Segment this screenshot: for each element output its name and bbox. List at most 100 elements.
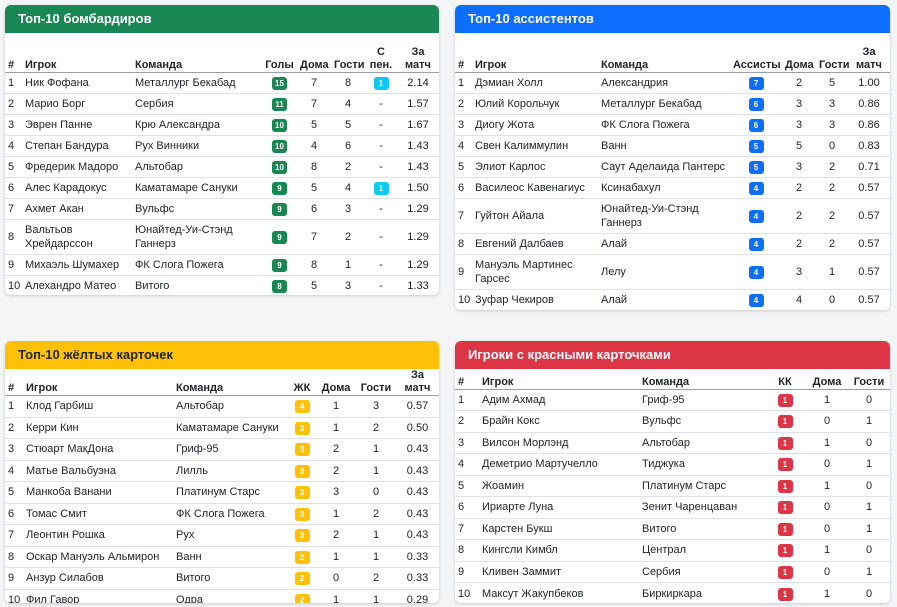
col-player: Игрок bbox=[22, 33, 132, 73]
table-row: 6 Алес Карадокус Каматамаре Сануки 9 5 4 1 1.50 bbox=[5, 177, 439, 199]
pen-cell: - bbox=[365, 135, 397, 157]
table-row: 2 Брайн Кокс Вульфс 1 0 1 bbox=[455, 410, 890, 433]
num-cell: 8 bbox=[455, 233, 472, 255]
home-cell: 2 bbox=[782, 177, 816, 199]
num-cell: 5 bbox=[455, 156, 472, 178]
away-cell: 1 bbox=[848, 410, 890, 433]
away-cell: 1 bbox=[331, 254, 365, 276]
per_match-cell: 0.57 bbox=[848, 254, 890, 290]
goals-badge: 11 bbox=[272, 97, 287, 111]
cards-badge: 1 bbox=[777, 501, 793, 515]
cards-cell: 1 bbox=[764, 389, 806, 411]
home-cell: 5 bbox=[310, 279, 318, 292]
goals-badge: 10 bbox=[272, 139, 287, 153]
team-cell: Юнайтед-Уи-Стэнд Ганнерз bbox=[598, 198, 730, 234]
home-cell: 4 bbox=[297, 135, 331, 157]
away-cell: 2 bbox=[331, 219, 365, 255]
home-cell: 1 bbox=[316, 417, 356, 439]
per_match-cell: 1.29 bbox=[397, 219, 439, 255]
per_match-cell: 0.43 bbox=[396, 481, 439, 504]
player-cell: Василеос Кавенагиус bbox=[472, 177, 598, 199]
cards-cell: 1 bbox=[764, 496, 806, 519]
num-cell: 6 bbox=[455, 496, 479, 519]
team-cell: Платинум Старс bbox=[173, 481, 288, 504]
cards-badge: 1 bbox=[777, 479, 793, 493]
table-row: 10 Алехандро Матео Витого 8 5 3 - 1.33 bbox=[5, 275, 439, 295]
goals-badge: 9 bbox=[272, 202, 287, 216]
num-cell: 5 bbox=[5, 156, 22, 178]
team-cell: Александрия bbox=[598, 72, 730, 94]
away-cell: 1 bbox=[356, 546, 396, 568]
team-cell: Вульфс bbox=[132, 198, 262, 220]
home-cell: 2 bbox=[316, 460, 356, 482]
player-cell: Манкоба Ванани bbox=[23, 481, 173, 504]
away-cell: 0 bbox=[848, 389, 890, 411]
assists-cell: 4 bbox=[730, 233, 782, 255]
top-assists-card: Топ-10 ассистентов # Игрок Команда Ассис… bbox=[455, 5, 890, 310]
away-cell: 5 bbox=[816, 72, 848, 94]
pen-cell: 1 bbox=[365, 72, 397, 94]
home-cell: 5 bbox=[782, 135, 816, 157]
top-assists-table: # Игрок Команда Ассисты Дома Гости За ма… bbox=[455, 33, 890, 310]
team-cell: Крю Александра bbox=[132, 114, 262, 136]
team-cell: Каматамаре Сануки bbox=[173, 417, 288, 439]
cards-cell: 2 bbox=[288, 546, 316, 568]
table-row: 3 Стюарт МакДона Гриф-95 3 2 1 0.43 bbox=[5, 438, 439, 461]
away-cell: 1 bbox=[848, 561, 890, 583]
table-row: 1 Адим Ахмад Гриф-95 1 1 0 bbox=[455, 389, 890, 411]
col-per-match: За матч bbox=[848, 33, 890, 73]
away-cell: 3 bbox=[331, 198, 365, 220]
col-team: Команда bbox=[173, 369, 288, 396]
table-row: 1 Ник Фофана Металлург Бекабад 15 7 8 1 2.14 bbox=[5, 72, 439, 94]
cards-badge: 1 bbox=[777, 436, 793, 450]
player-cell: Зуфар Чекиров bbox=[475, 293, 554, 306]
num-cell: 10 bbox=[8, 279, 21, 292]
player-cell: Алехандро Матео bbox=[25, 279, 117, 292]
num-cell: 2 bbox=[5, 93, 22, 115]
away-cell: 1 bbox=[816, 254, 848, 290]
col-away: Гости bbox=[356, 369, 396, 396]
goals-cell: 10 bbox=[262, 114, 297, 136]
assists-cell: 4 bbox=[730, 289, 782, 310]
home-cell: 7 bbox=[297, 72, 331, 94]
player-cell: Анзур Силабов bbox=[23, 567, 173, 590]
goals-cell: 8 bbox=[262, 275, 297, 295]
col-assists: Ассисты bbox=[730, 33, 782, 73]
goals-cell: 9 bbox=[262, 219, 297, 255]
home-cell: 1 bbox=[332, 594, 340, 603]
player-cell: Ириарте Луна bbox=[479, 496, 639, 519]
num-cell: 9 bbox=[455, 561, 479, 583]
cards-badge: 2 bbox=[294, 594, 310, 603]
player-cell: Вальтьов Хрейдарссон bbox=[22, 219, 132, 255]
away-cell: 2 bbox=[816, 156, 848, 178]
num-cell: 4 bbox=[455, 135, 472, 157]
pen-cell: 1 bbox=[365, 177, 397, 199]
per_match-cell: 0.43 bbox=[396, 438, 439, 461]
team-cell: Зенит Чаренцаван bbox=[639, 496, 764, 519]
home-cell: 3 bbox=[782, 93, 816, 115]
col-player: Игрок bbox=[472, 33, 598, 73]
table-row: 9 Михаэль Шумахер ФК Слога Пожега 9 8 1-1.29 bbox=[5, 254, 439, 276]
away-cell: 0 bbox=[848, 432, 890, 454]
cards-badge: 3 bbox=[294, 443, 310, 457]
pen-cell: - bbox=[365, 198, 397, 220]
team-cell: Рух bbox=[173, 524, 288, 547]
away-cell: 1 bbox=[848, 518, 890, 540]
per_match-cell: 0.57 bbox=[858, 293, 880, 306]
assists-cell: 4 bbox=[730, 254, 782, 290]
team-cell: Биркиркара bbox=[642, 587, 702, 600]
goals-badge: 9 bbox=[272, 258, 287, 272]
goals-badge: 9 bbox=[272, 230, 287, 244]
away-cell: 5 bbox=[331, 114, 365, 136]
num-cell: 3 bbox=[5, 438, 23, 461]
player-cell: Диогу Жота bbox=[472, 114, 598, 136]
per_match-cell: 1.33 bbox=[407, 279, 429, 292]
player-cell: Жоамин bbox=[479, 475, 639, 497]
assists-badge: 5 bbox=[748, 139, 764, 153]
pen-cell: - bbox=[365, 156, 397, 178]
per_match-cell: 1.29 bbox=[397, 198, 439, 220]
goals-cell: 11 bbox=[262, 93, 297, 115]
home-cell: 2 bbox=[782, 233, 816, 255]
goals-cell: 9 bbox=[262, 198, 297, 220]
